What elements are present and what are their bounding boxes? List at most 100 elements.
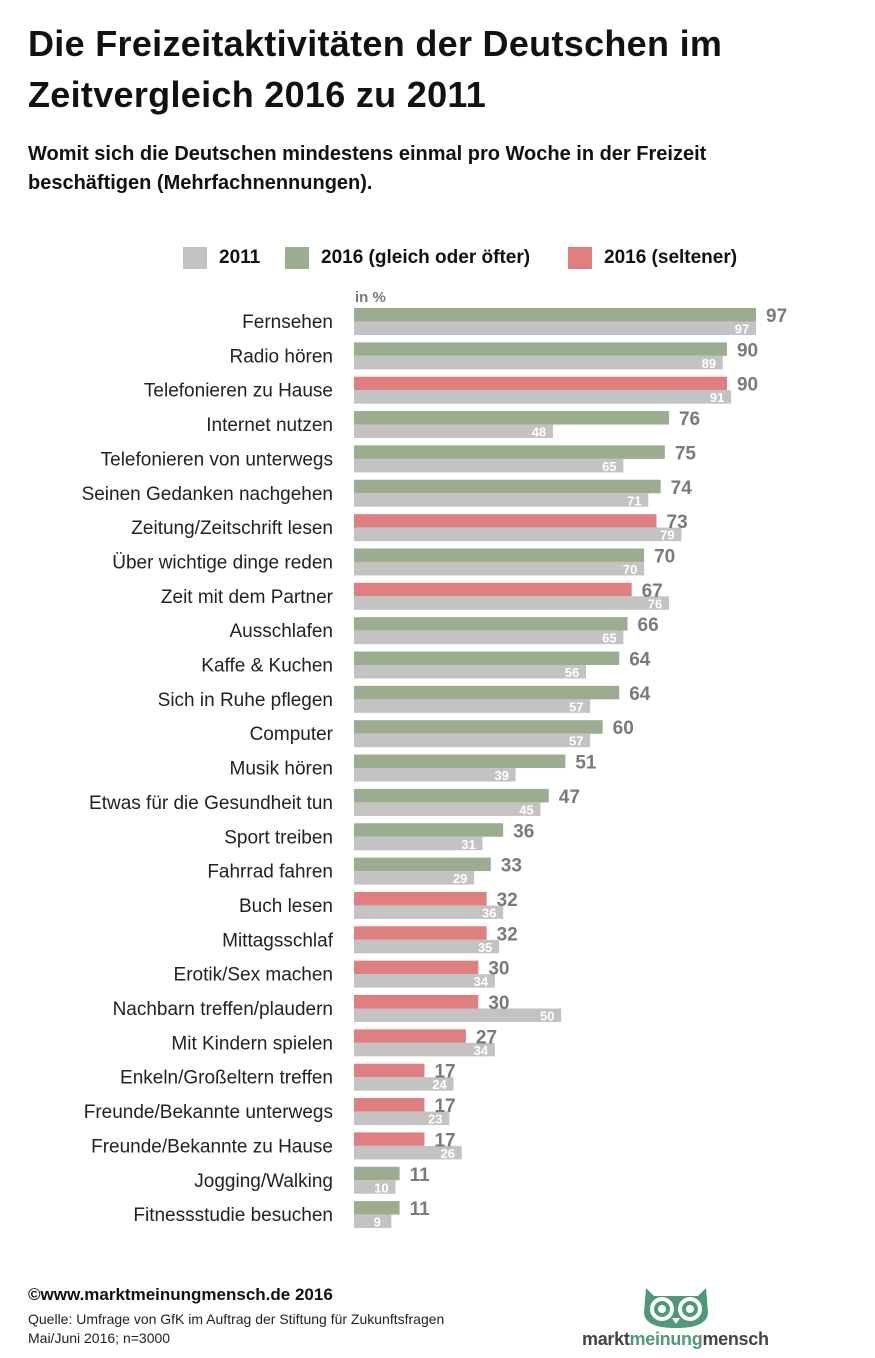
value-label-2016: 90 xyxy=(737,340,758,361)
bar-2011 xyxy=(354,1111,450,1126)
bar-2016 xyxy=(354,651,620,665)
bar-2011 xyxy=(354,1180,396,1194)
copyright-text: ©www.marktmeinungmensch.de 2016 xyxy=(28,1285,333,1304)
bar-2016 xyxy=(354,1132,425,1146)
bar-2011 xyxy=(354,321,756,335)
bar-2016 xyxy=(354,445,665,459)
value-label-2011: 10 xyxy=(374,1180,388,1195)
category-label: Kaffe & Kuchen xyxy=(201,656,333,677)
category-label: Freunde/Bekannte zu Hause xyxy=(91,1136,333,1157)
category-label: Buch lesen xyxy=(239,896,333,917)
bar-2011 xyxy=(354,527,682,542)
value-label-2011: 56 xyxy=(565,665,579,680)
value-label-2016: 27 xyxy=(476,1027,497,1048)
bar-2016 xyxy=(354,857,491,872)
bar-2011 xyxy=(354,493,649,507)
bar-2011 xyxy=(354,355,723,370)
bar-2016 xyxy=(354,891,487,906)
bar-2011 xyxy=(354,733,591,748)
bar-2011 xyxy=(354,939,500,954)
value-label-2016: 74 xyxy=(671,478,693,499)
category-label: Fernsehen xyxy=(242,312,333,333)
value-label-2011: 35 xyxy=(478,940,492,955)
category-label: Fahrrad fahren xyxy=(207,862,333,883)
bar-2011 xyxy=(354,768,516,782)
value-label-2016: 67 xyxy=(642,581,663,602)
value-label-2011: 65 xyxy=(602,459,616,474)
value-label-2011: 29 xyxy=(453,871,467,886)
bar-2016 xyxy=(354,995,479,1009)
bar-2011 xyxy=(354,458,624,473)
value-label-2011: 97 xyxy=(735,322,749,337)
category-label: Zeit mit dem Partner xyxy=(161,587,334,608)
category-label: Enkeln/Großeltern treffen xyxy=(120,1068,333,1089)
category-label: Erotik/Sex machen xyxy=(174,965,333,986)
value-label-2011: 79 xyxy=(660,528,674,543)
value-label-2016: 17 xyxy=(434,1130,455,1151)
chart-title: Die Freizeitaktivitäten der Deutschen im… xyxy=(28,23,723,115)
bar-2011 xyxy=(354,1077,454,1091)
category-label: Jogging/Walking xyxy=(194,1171,333,1192)
legend-label-2016-up: 2016 (gleich oder öfter) xyxy=(321,247,531,268)
bar-2011 xyxy=(354,871,475,885)
bar-2016 xyxy=(354,548,645,562)
legend-label-2016-down: 2016 (seltener) xyxy=(604,247,738,268)
logo-word-meinung: meinung xyxy=(629,1329,703,1349)
category-label: Über wichtige dinge reden xyxy=(112,552,333,573)
bar-2016 xyxy=(354,960,479,975)
category-label: Telefonieren zu Hause xyxy=(144,381,333,402)
value-label-2011: 70 xyxy=(623,562,637,577)
bar-2011 xyxy=(354,1145,462,1160)
legend-swatch-2011 xyxy=(183,247,207,269)
value-label-2011: 91 xyxy=(710,390,724,405)
value-label-2016: 70 xyxy=(654,546,675,567)
value-label-2016: 64 xyxy=(629,650,651,671)
legend: 2011 2016 (gleich oder öfter) 2016 (selt… xyxy=(0,247,875,273)
value-label-2011: 76 xyxy=(648,596,662,611)
value-label-2016: 17 xyxy=(434,1096,455,1117)
bar-2016 xyxy=(354,308,756,322)
value-label-2011: 50 xyxy=(540,1009,554,1024)
value-label-2016: 11 xyxy=(410,1165,431,1186)
category-label: Zeitung/Zeitschrift lesen xyxy=(131,518,333,539)
value-label-2016: 75 xyxy=(675,443,697,464)
value-label-2016: 97 xyxy=(766,306,787,327)
legend-swatch-2016-up xyxy=(285,247,309,269)
category-label: Freunde/Bekannte unterwegs xyxy=(84,1102,333,1123)
source-line-1: Quelle: Umfrage von GfK im Auftrag der S… xyxy=(28,1311,445,1327)
brand-logo: marktmeinungmensch xyxy=(582,1282,792,1352)
category-label: Nachbarn treffen/plaudern xyxy=(113,999,333,1020)
category-label: Mittagsschlaf xyxy=(222,930,334,951)
bar-2011 xyxy=(354,1008,562,1022)
value-label-2011: 36 xyxy=(482,905,496,920)
owl-icon xyxy=(644,1288,708,1328)
value-label-2016: 36 xyxy=(513,821,534,842)
value-label-2016: 66 xyxy=(638,615,659,636)
bar-2016 xyxy=(354,823,504,837)
value-label-2016: 90 xyxy=(737,375,758,396)
value-label-2011: 57 xyxy=(569,699,583,714)
bar-2016 xyxy=(354,479,661,494)
category-label: Telefonieren von unterwegs xyxy=(101,449,333,470)
bar-2011 xyxy=(354,905,504,919)
bar-2011 xyxy=(354,1042,495,1057)
bar-2011 xyxy=(354,630,624,645)
value-label-2016: 73 xyxy=(667,512,688,533)
unit-label: in % xyxy=(355,289,386,306)
value-label-2011: 57 xyxy=(569,734,583,749)
bar-2016 xyxy=(354,720,603,734)
bar-2011 xyxy=(354,596,669,610)
value-label-2011: 65 xyxy=(602,631,616,646)
bar-2016 xyxy=(354,582,632,597)
legend-item-2016-down: 2016 (seltener) xyxy=(568,247,737,269)
bar-2011 xyxy=(354,561,645,576)
category-label: Fitnessstudie besuchen xyxy=(133,1205,333,1226)
bar-2011 xyxy=(354,424,553,439)
category-label: Etwas für die Gesundheit tun xyxy=(89,793,333,814)
value-label-2011: 71 xyxy=(627,493,641,508)
value-label-2011: 45 xyxy=(519,802,533,817)
value-label-2011: 26 xyxy=(441,1146,455,1161)
value-label-2016: 76 xyxy=(679,409,700,430)
category-label: Musik hören xyxy=(230,759,334,780)
